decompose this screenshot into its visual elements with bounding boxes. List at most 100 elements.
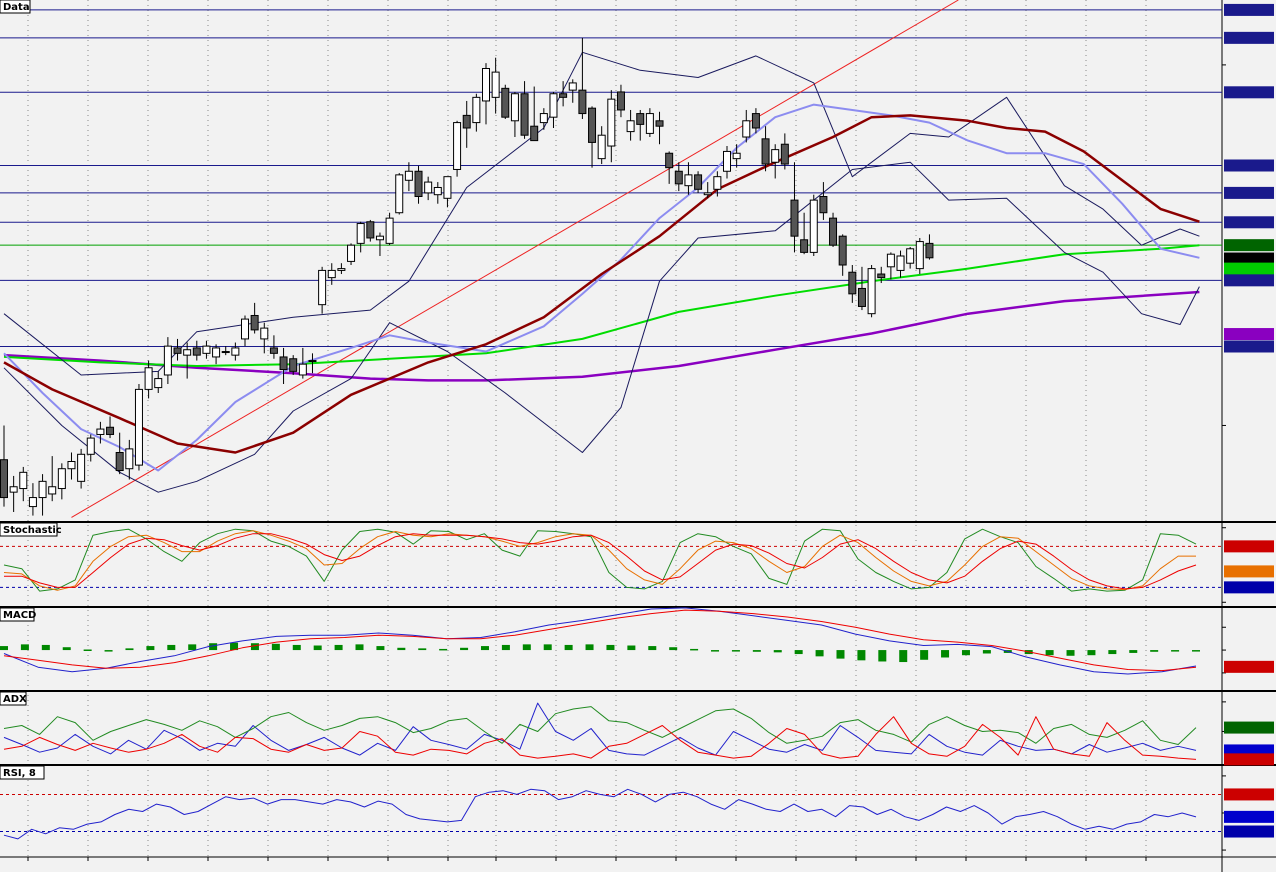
price-pane[interactable] xyxy=(0,0,1226,518)
value-badge xyxy=(1224,660,1274,673)
indicator-series-line xyxy=(3,528,1197,592)
candle-body xyxy=(366,221,375,239)
macd-histogram-bar xyxy=(1150,650,1159,652)
value-badge xyxy=(1224,340,1274,353)
indicator-series-line xyxy=(3,702,1197,756)
macd-histogram-bar xyxy=(20,644,29,651)
candle-body xyxy=(925,242,934,259)
macd-pane[interactable] xyxy=(0,607,1226,675)
value-badge xyxy=(1224,3,1274,16)
candle-body xyxy=(9,486,18,493)
stochastic-pane[interactable] xyxy=(0,527,1226,603)
candle-body xyxy=(375,235,384,241)
candle-body xyxy=(780,143,789,165)
candle-body xyxy=(433,186,442,196)
macd-series-line xyxy=(3,609,1197,672)
indicator-series-line xyxy=(3,716,1197,760)
macd-pane-title-box: MACD xyxy=(0,607,36,622)
macd-histogram-bar xyxy=(460,647,469,651)
macd-histogram-bar xyxy=(585,644,594,651)
candle-body xyxy=(0,459,8,499)
indicator-series-line xyxy=(3,706,1197,745)
candle-body xyxy=(96,428,105,435)
value-badge xyxy=(1224,252,1274,265)
macd-histogram-bar xyxy=(1108,650,1117,655)
candle-body xyxy=(645,113,654,134)
macd-histogram-bar xyxy=(313,645,322,651)
macd-histogram-bar xyxy=(355,644,364,651)
candle-body xyxy=(751,113,760,129)
macd-histogram-bar xyxy=(941,650,950,658)
candle-body xyxy=(183,349,192,356)
candle-body xyxy=(896,255,905,271)
candle-body xyxy=(742,120,751,138)
candle-body xyxy=(106,426,115,435)
macd-histogram-bar xyxy=(334,644,343,651)
macd-histogram-bar xyxy=(125,648,134,651)
candle-body xyxy=(906,248,915,264)
adx-pane-title-box: ADX xyxy=(0,691,27,706)
candle-body xyxy=(501,87,510,118)
candle-body xyxy=(886,253,895,268)
candle-body xyxy=(77,453,86,482)
candle-body xyxy=(549,93,558,118)
macd-histogram-bar xyxy=(41,644,50,651)
adx-pane[interactable] xyxy=(3,701,1226,760)
value-badge xyxy=(1224,274,1274,287)
macd-histogram-bar xyxy=(376,646,385,651)
macd-histogram-bar xyxy=(1066,650,1075,656)
macd-histogram-bar xyxy=(648,646,657,651)
candle-body xyxy=(809,199,818,253)
candle-body xyxy=(694,174,703,190)
candle-body xyxy=(597,134,606,160)
value-badge xyxy=(1224,565,1274,578)
value-badge xyxy=(1224,328,1274,341)
indicator-series-line xyxy=(4,533,1197,590)
value-badge xyxy=(1224,216,1274,229)
candle-body xyxy=(192,347,201,356)
bollinger-upper-band xyxy=(3,51,1200,376)
macd-histogram-bar xyxy=(731,650,740,652)
candle-body xyxy=(674,170,683,185)
value-badge xyxy=(1224,788,1274,801)
candle-body xyxy=(790,199,799,237)
candle-body xyxy=(48,486,57,495)
price-axis-badges xyxy=(1224,3,1274,838)
price-pane-title: Data xyxy=(3,2,30,13)
candle-body xyxy=(578,89,587,115)
candle-body xyxy=(443,176,452,199)
macd-histogram-bar xyxy=(146,646,155,651)
macd-histogram-bar xyxy=(480,646,489,651)
macd-histogram-bar xyxy=(815,650,824,657)
candle-body xyxy=(115,451,124,472)
candle-body xyxy=(347,244,356,262)
value-badge xyxy=(1224,540,1274,553)
candle-body xyxy=(424,181,433,194)
candle-body xyxy=(298,363,307,376)
value-badge xyxy=(1224,31,1274,44)
macd-histogram-bar xyxy=(794,650,803,655)
candle-body xyxy=(539,113,548,124)
candle-body xyxy=(414,170,423,198)
candle-body xyxy=(154,378,163,389)
candle-body xyxy=(703,192,712,196)
macd-histogram-bar xyxy=(292,644,301,651)
candle-body xyxy=(568,82,577,91)
adx-pane-title: ADX xyxy=(3,694,27,705)
candle-body xyxy=(163,345,172,376)
macd-histogram-bar xyxy=(230,642,239,651)
candle-body xyxy=(491,71,500,98)
candle-body xyxy=(848,271,857,295)
candle-body xyxy=(713,176,722,190)
candle-body xyxy=(838,235,847,266)
candle-body xyxy=(800,239,809,253)
candle-body xyxy=(857,287,866,307)
candle-body xyxy=(86,437,95,455)
candle-body xyxy=(289,358,298,372)
candle-body xyxy=(395,174,404,214)
candle-body xyxy=(761,138,770,165)
candle-body xyxy=(221,351,230,354)
date-axis xyxy=(27,857,1147,861)
macd-histogram-bar xyxy=(711,650,720,652)
candle-body xyxy=(510,93,519,122)
